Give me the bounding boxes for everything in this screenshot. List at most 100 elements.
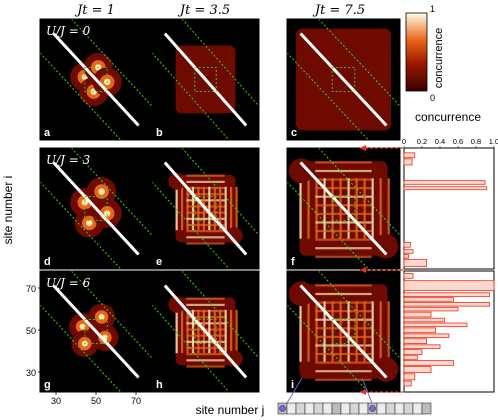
panel-letter-a: a bbox=[44, 127, 51, 139]
lattice-site bbox=[313, 402, 324, 415]
lattice-site bbox=[331, 402, 342, 415]
stripe-mark bbox=[379, 178, 382, 239]
stripe-mark bbox=[219, 186, 222, 231]
stripe-mark bbox=[235, 309, 238, 354]
stripe-mark bbox=[315, 310, 372, 313]
column-title-1: Jt = 1 bbox=[74, 3, 115, 18]
lattice-site bbox=[412, 402, 423, 415]
stripe-mark bbox=[347, 178, 350, 239]
green-diagonal bbox=[181, 19, 259, 107]
stripe-mark bbox=[355, 301, 358, 362]
main-diagonal bbox=[299, 284, 388, 379]
center-box bbox=[194, 318, 217, 345]
stripe-mark bbox=[307, 301, 310, 362]
side-tick-label: 0.2 bbox=[417, 137, 427, 146]
main-diagonal bbox=[299, 161, 388, 256]
panel-content bbox=[152, 148, 259, 269]
side-axis-label: concurrence bbox=[415, 110, 481, 124]
stripe-mark bbox=[186, 186, 189, 231]
lattice-site bbox=[421, 402, 432, 415]
center-box bbox=[331, 66, 356, 93]
colorbar-max-label: 1 bbox=[430, 4, 435, 14]
panel-frame bbox=[151, 270, 260, 393]
stripe-mark bbox=[224, 186, 227, 231]
x-tick-label: 30 bbox=[51, 396, 61, 406]
panel-content bbox=[287, 19, 400, 140]
main-diagonal bbox=[52, 161, 140, 256]
entanglement-blob-peak bbox=[81, 199, 89, 206]
panel-frame bbox=[151, 18, 260, 141]
center-box bbox=[84, 195, 108, 222]
stripe-mark bbox=[186, 346, 225, 350]
panel-letter-b: b bbox=[156, 127, 163, 139]
concurrence-bar bbox=[403, 322, 468, 328]
colorbar-label: concurrence bbox=[433, 28, 445, 89]
side-tick-label: 0.8 bbox=[471, 137, 481, 146]
stripe-mark bbox=[186, 353, 225, 356]
concurrence-bar bbox=[403, 241, 411, 248]
center-box bbox=[331, 195, 356, 222]
stripe-mark bbox=[315, 212, 372, 215]
column-title-3: Jt = 7.5 bbox=[312, 3, 365, 18]
stripe-mark bbox=[339, 178, 342, 239]
panel-frame bbox=[286, 18, 401, 141]
main-diagonal bbox=[52, 32, 140, 127]
entanglement-blob bbox=[225, 350, 243, 367]
panel-frame bbox=[286, 270, 401, 393]
panel-content bbox=[287, 271, 400, 392]
concurrence-bar bbox=[403, 333, 450, 338]
stripe-mark bbox=[347, 301, 350, 362]
stripe-mark bbox=[186, 230, 225, 233]
stripe-mark bbox=[191, 309, 195, 354]
concurrence-bar bbox=[403, 349, 423, 355]
side-tick-label: 0.4 bbox=[435, 137, 445, 146]
lattice-site bbox=[349, 402, 360, 415]
main-diagonal bbox=[163, 32, 248, 127]
panel-content bbox=[287, 148, 400, 269]
side-tick-label: 1.0 bbox=[489, 137, 498, 146]
concurrence-bar bbox=[403, 180, 486, 185]
lattice-atom bbox=[279, 405, 286, 412]
panel-letter-i: i bbox=[291, 379, 294, 391]
stripe-mark bbox=[315, 178, 372, 181]
x-axis-label: site number j bbox=[196, 403, 265, 417]
panel-frame bbox=[286, 147, 401, 270]
panel-content bbox=[152, 271, 259, 392]
lattice-site bbox=[340, 402, 351, 415]
stripe-mark bbox=[213, 309, 216, 354]
stripe-mark bbox=[175, 186, 178, 231]
stripe-mark bbox=[186, 217, 225, 220]
stripe-mark bbox=[186, 309, 189, 354]
side-chart-u6 bbox=[403, 270, 495, 393]
panel-letter-c: c bbox=[291, 127, 297, 139]
x-tick-label: 70 bbox=[131, 396, 141, 406]
stripe-mark bbox=[315, 178, 318, 239]
stripe-mark bbox=[307, 178, 310, 239]
colorbar: 1 0 concurrence bbox=[405, 4, 445, 103]
stripe-mark bbox=[315, 335, 372, 338]
stripe-mark bbox=[387, 301, 390, 362]
entanglement-blob bbox=[373, 356, 399, 382]
stripe-mark bbox=[230, 186, 233, 231]
panel-letter-e: e bbox=[156, 256, 162, 268]
side-axis-ticks: 0 0.2 0.4 0.6 0.8 1.0 bbox=[402, 137, 498, 149]
panel-frame bbox=[151, 147, 260, 270]
green-diagonal bbox=[181, 271, 259, 359]
panel-content bbox=[40, 19, 152, 140]
stripe-mark bbox=[180, 309, 184, 354]
lattice-site bbox=[394, 402, 405, 415]
lattice-site bbox=[376, 402, 387, 415]
link-arrow-head bbox=[360, 145, 366, 151]
concurrence-bar bbox=[403, 186, 488, 191]
main-diagonal bbox=[299, 32, 388, 127]
heatmap-panel-h: h bbox=[151, 270, 260, 393]
concurrence-bar bbox=[403, 360, 454, 366]
link-arrow-head bbox=[360, 389, 366, 395]
panel-content bbox=[40, 148, 152, 269]
stripe-mark bbox=[186, 359, 225, 362]
stripe-mark bbox=[219, 309, 222, 354]
stripe-mark bbox=[315, 238, 372, 241]
concurrence-bar bbox=[403, 292, 490, 297]
stripe-mark bbox=[191, 186, 195, 231]
